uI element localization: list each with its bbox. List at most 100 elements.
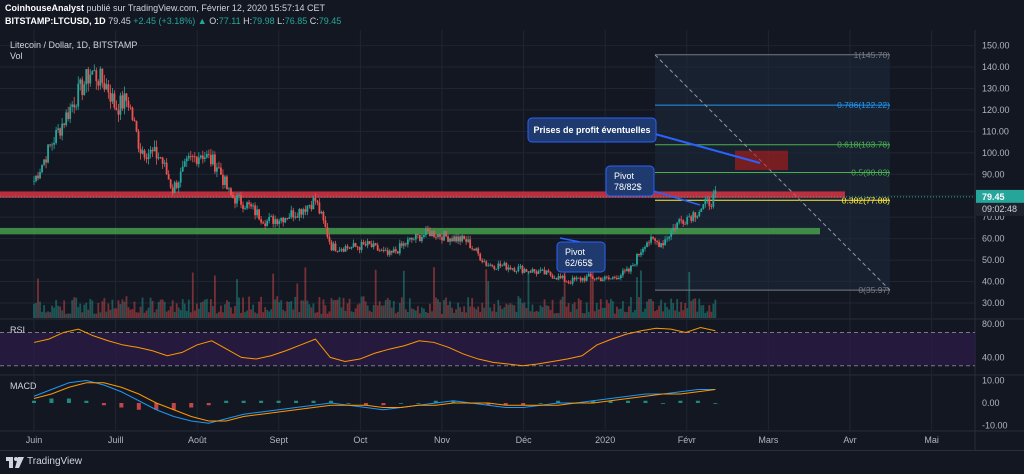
candle-body (692, 212, 695, 221)
candle-body (240, 195, 242, 205)
volume-bar (246, 310, 248, 318)
volume-bar (332, 300, 335, 318)
volume-bar (557, 313, 560, 318)
macd-tick-label: 10.00 (982, 376, 1005, 386)
candle-body (280, 217, 283, 221)
volume-bar (421, 307, 423, 318)
candle-body (593, 278, 596, 280)
volume-bar (346, 303, 349, 318)
candle-body (644, 247, 646, 249)
price-tick-label: 100.00 (982, 148, 1010, 158)
candle-body (447, 236, 449, 242)
volume-bar (111, 299, 114, 318)
volume-bar (451, 307, 453, 318)
author-name[interactable]: CoinhouseAnalyst (5, 3, 85, 13)
volume-bar (613, 313, 616, 318)
candle-body (467, 239, 470, 242)
macd-histogram-bar (381, 403, 386, 406)
candle-body (171, 187, 174, 193)
candle-body (276, 219, 279, 225)
volume-bar (487, 281, 490, 318)
candle-body (676, 222, 679, 230)
candle-body (421, 236, 423, 242)
candle-body (300, 209, 303, 215)
candle-body (622, 270, 624, 276)
volume-bar (338, 297, 341, 318)
candle-body (89, 74, 92, 84)
volume-bar (694, 298, 697, 318)
macd-histogram-bar (398, 403, 403, 404)
volume-bar (260, 296, 263, 318)
candle-body (557, 276, 560, 280)
rsi-tick-label: 40.00 (982, 352, 1005, 362)
candle-body (149, 149, 152, 154)
macd-histogram-bar (276, 400, 281, 403)
macd-histogram-bar (608, 400, 613, 403)
tradingview-logo-icon[interactable] (6, 457, 24, 468)
candle-body (591, 276, 594, 279)
candle-body (39, 172, 41, 179)
candle-body (698, 211, 701, 217)
volume-bar (282, 309, 285, 318)
candle-body (35, 175, 37, 181)
candle-body (244, 208, 246, 210)
candle-body (525, 269, 528, 272)
volume-bar (611, 301, 614, 318)
volume-bar (59, 306, 62, 318)
volume-bar (615, 306, 618, 318)
price-chart[interactable]: 150.00 140.00 130.00 120.00 110.00 100.00 90.0… (0, 0, 1024, 450)
volume-bar (551, 299, 554, 318)
candle-body (165, 162, 168, 175)
rsi-line (33, 326, 716, 367)
price-tick-label: 50.00 (982, 255, 1005, 265)
volume-bar (533, 311, 536, 318)
candle-body (539, 269, 542, 272)
volume-bar (412, 309, 415, 318)
volume-bar (236, 279, 238, 318)
candle-body (344, 246, 347, 252)
volume-bar (220, 305, 222, 318)
volume-bar (218, 311, 220, 318)
volume-bar (708, 305, 711, 318)
candle-body (125, 93, 128, 101)
macd-histogram-bar (206, 403, 211, 406)
candle-body (505, 262, 508, 270)
volume-bar (308, 304, 311, 318)
candle-body (304, 209, 307, 212)
volume-bar (569, 311, 572, 318)
volume-bar (704, 312, 707, 318)
volume-bar (342, 297, 345, 318)
candle-body (425, 228, 427, 236)
pivot-bottom-text-2: 62/65$ (565, 258, 593, 268)
candle-body (254, 205, 256, 216)
macd-histogram-bar (224, 400, 229, 403)
profit-callout-text: Prises de profit éventuelles (533, 125, 650, 135)
volume-bar (49, 312, 51, 318)
candle-body (207, 154, 210, 155)
candle-body (59, 128, 62, 136)
candle-body (155, 146, 158, 159)
volume-bar (646, 301, 648, 318)
candle-body (561, 275, 564, 278)
fib-level-label: 0.5(90.83) (851, 168, 890, 178)
macd-histogram-bar (626, 400, 631, 403)
x-tick-label: 2020 (595, 435, 615, 445)
candle-body (638, 253, 640, 256)
candle-body (187, 155, 190, 159)
candle-body (81, 79, 84, 96)
volume-bar (195, 303, 198, 318)
volume-bar (630, 297, 632, 318)
volume-bar (183, 303, 186, 318)
volume-bar (414, 310, 417, 318)
volume-bar (165, 311, 168, 318)
volume-bar (680, 302, 683, 318)
candle-body (294, 216, 297, 218)
price-tick-label: 150.00 (982, 41, 1010, 51)
candle-body (628, 268, 630, 272)
candle-body (374, 243, 377, 246)
volume-bar (547, 305, 550, 318)
candle-body (491, 264, 494, 267)
candle-body (226, 176, 228, 190)
rsi-tick-label: 80.00 (982, 319, 1005, 329)
volume-bar (423, 308, 425, 318)
